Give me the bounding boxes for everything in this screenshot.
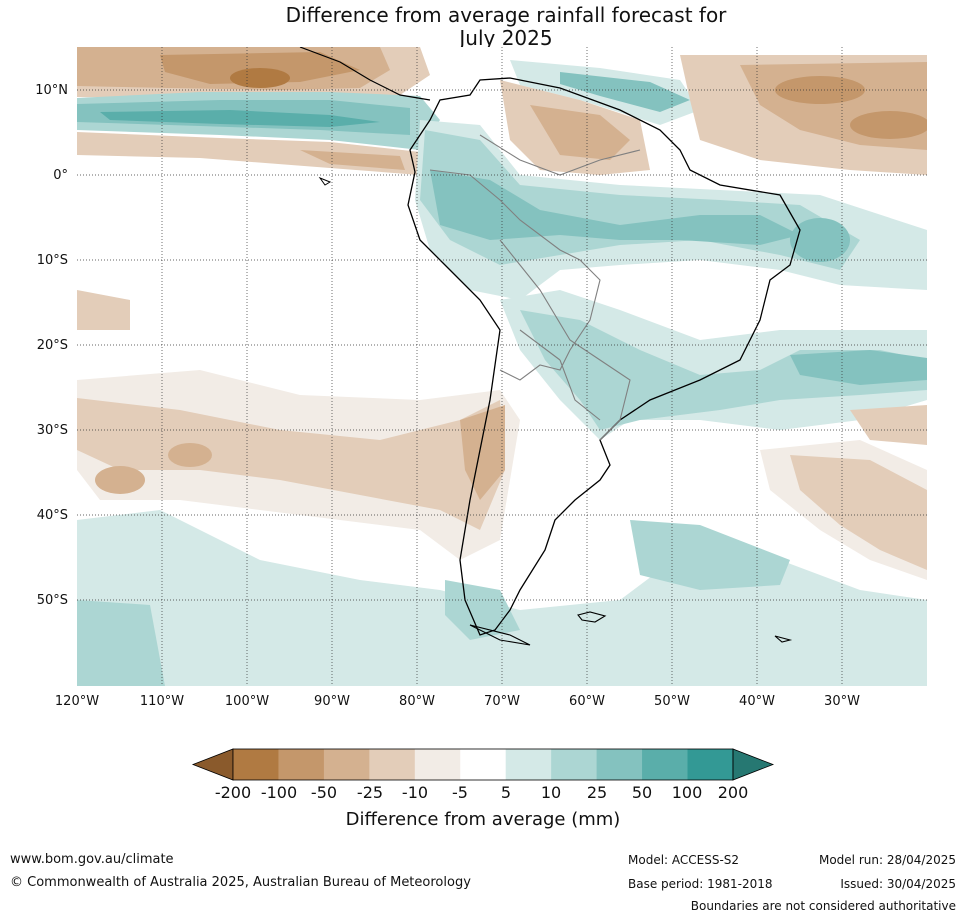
dry-core-south-pacific-2 [95, 466, 145, 494]
longitude-labels: 120°W 110°W 100°W 90°W 80°W 70°W 60°W 50… [55, 694, 860, 709]
falkland-islands [577, 611, 607, 623]
rainfall-anomaly-field [77, 47, 927, 686]
dry-core-south-pacific [168, 443, 212, 467]
colorbar-tick: 5 [501, 783, 511, 802]
colorbar-swatch [278, 749, 325, 780]
copyright-notice: © Commonwealth of Australia 2025, Austra… [10, 875, 471, 890]
colorbar-swatch [505, 749, 552, 780]
colorbar-tick: -50 [311, 783, 337, 802]
colorbar-swatch [596, 749, 643, 780]
dry-core-north-atlantic [775, 76, 865, 104]
colorbar-title: Difference from average (mm) [346, 809, 621, 830]
dry-region-south-pacific [77, 290, 130, 330]
south-america-outline [407, 77, 801, 636]
lon-label: 120°W [55, 694, 99, 709]
colorbar-arrow-high [732, 748, 775, 781]
lon-label: 110°W [140, 694, 184, 709]
lon-label: 40°W [739, 694, 775, 709]
base-period: Base period: 1981-2018 [628, 877, 773, 891]
website-link[interactable]: www.bom.gov.au/climate [10, 852, 174, 867]
colorbar-border [232, 748, 734, 781]
dry-band-equatorial-pacific-core [300, 150, 405, 170]
lat-label: 40°S [37, 508, 68, 523]
colorbar-tick: -5 [452, 783, 468, 802]
galapagos [318, 176, 332, 186]
colorbar-swatch [642, 749, 688, 780]
colorbar-tick: 100 [672, 783, 703, 802]
colorbar [191, 748, 775, 781]
lon-label: 50°W [654, 694, 690, 709]
wet-band-itcz-strong [100, 110, 380, 127]
lon-label: 60°W [569, 694, 605, 709]
lat-label: 50°S [37, 593, 68, 608]
colorbar-swatch [414, 749, 461, 780]
lat-label: 10°N [35, 83, 68, 98]
wet-band-south-atlantic-strong [790, 350, 927, 385]
central-america-outline [299, 47, 431, 101]
colorbar-tick-labels: -200 -100 -50 -25 -10 -5 5 10 25 50 100 … [215, 783, 748, 802]
dry-region-north-sa-core [530, 105, 630, 160]
lon-label: 100°W [225, 694, 269, 709]
latitude-labels: 10°N 0° 10°S 20°S 30°S 40°S 50°S [35, 83, 68, 608]
colorbar-tick: 200 [718, 783, 749, 802]
colorbar-swatch [369, 749, 416, 780]
issued-date: Issued: 30/04/2025 [840, 877, 956, 891]
model-name: Model: ACCESS-S2 [628, 853, 740, 867]
dry-core-north-atlantic-2 [850, 111, 927, 139]
colorbar-tick: -25 [357, 783, 383, 802]
lat-label: 10°S [37, 253, 68, 268]
dry-region-south-atlantic-east [850, 405, 927, 445]
colorbar-tick: 25 [587, 783, 607, 802]
title-line1: Difference from average rainfall forecas… [285, 3, 727, 27]
colorbar-swatch [551, 749, 598, 780]
wet-region-caribbean-core [560, 72, 690, 112]
title-line2: July 2025 [459, 26, 553, 50]
colorbar-tick: -10 [402, 783, 428, 802]
dry-region-south-atlantic-core [790, 455, 927, 570]
colorbar-swatch [460, 749, 507, 780]
dry-belt-south-pacific-strong [460, 405, 505, 500]
lat-label: 0° [53, 168, 68, 183]
map-title: Difference from average rainfall forecas… [0, 4, 965, 50]
model-run-date: Model run: 28/04/2025 [818, 853, 956, 867]
wet-belt-southern-ocean-core [77, 600, 165, 686]
colorbar-tick: -100 [261, 783, 297, 802]
tierra-del-fuego [469, 624, 531, 646]
colorbar-swatch [323, 749, 370, 780]
wet-region-amazon-strong [430, 170, 800, 245]
dry-belt-south-pacific-core [77, 398, 505, 530]
south-georgia [774, 635, 793, 643]
boundaries-disclaimer: Boundaries are not considered authoritat… [690, 899, 956, 913]
colorbar-tick: 10 [541, 783, 561, 802]
wet-band-south-atlantic-core [520, 310, 927, 430]
dry-core-pacific [230, 68, 290, 88]
colorbar-swatch [687, 749, 734, 780]
colorbar-arrow-low [191, 748, 234, 781]
lon-label: 30°W [824, 694, 860, 709]
graticule [77, 47, 927, 686]
colorbar-swatch [233, 749, 279, 780]
lon-label: 70°W [484, 694, 520, 709]
colorbar-tick: -200 [215, 783, 251, 802]
wet-region-sw-atlantic [630, 520, 790, 590]
lat-label: 30°S [37, 423, 68, 438]
lat-label: 20°S [37, 338, 68, 353]
colorbar-tick: 50 [632, 783, 652, 802]
lon-label: 80°W [399, 694, 435, 709]
wet-core-ne-brazil [790, 218, 850, 262]
lon-label: 90°W [314, 694, 350, 709]
